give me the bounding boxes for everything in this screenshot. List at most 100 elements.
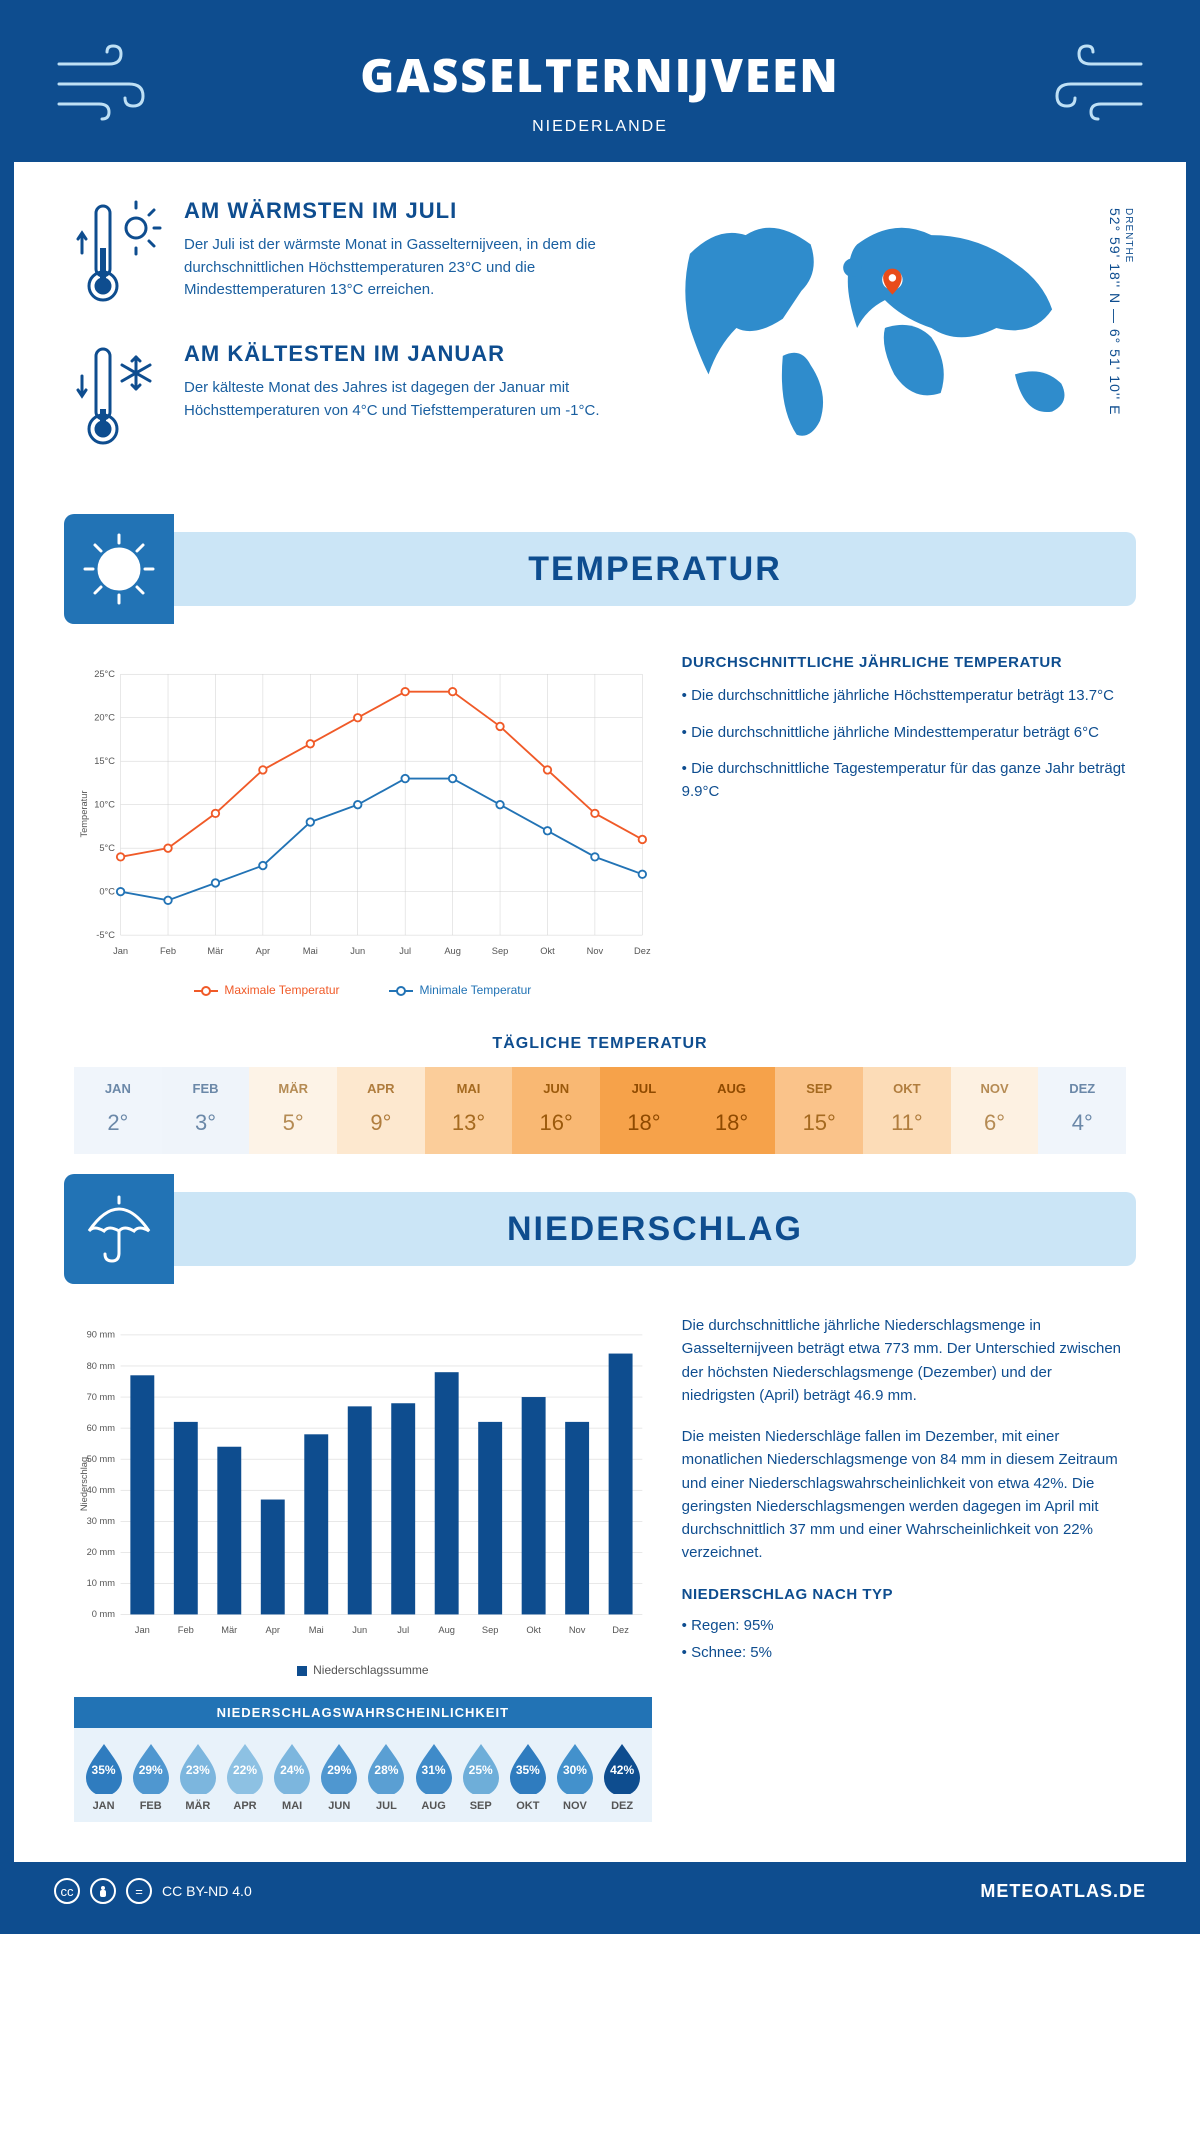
- precipitation-bar-chart: 0 mm 10 mm 20 mm 30 mm 40 mm 50 mm 60 mm 70 mm 8…: [74, 1314, 652, 1677]
- probability-drop: 28%JUL: [363, 1742, 410, 1812]
- svg-text:Feb: Feb: [160, 946, 176, 956]
- wind-icon: [1036, 44, 1146, 124]
- coldest-block: AM KÄLTESTEN IM JANUAR Der kälteste Mona…: [74, 341, 604, 456]
- svg-text:20 mm: 20 mm: [87, 1547, 116, 1557]
- brand-name: METEOATLAS.DE: [980, 1881, 1146, 1902]
- temperature-section-header: TEMPERATUR: [64, 514, 1136, 624]
- warmest-title: AM WÄRMSTEN IM JULI: [184, 198, 604, 224]
- svg-text:Sep: Sep: [482, 1625, 499, 1635]
- svg-text:40 mm: 40 mm: [87, 1485, 116, 1495]
- warmest-text: Der Juli ist der wärmste Monat in Gassel…: [184, 234, 604, 302]
- svg-text:50 mm: 50 mm: [87, 1454, 116, 1464]
- section-title: NIEDERSCHLAG: [507, 1210, 803, 1249]
- daily-cell: AUG18°: [688, 1067, 776, 1154]
- svg-text:5°C: 5°C: [99, 843, 115, 853]
- svg-text:20°C: 20°C: [94, 713, 115, 723]
- svg-text:Mai: Mai: [309, 1625, 324, 1635]
- svg-text:Jun: Jun: [352, 1625, 367, 1635]
- sun-icon: [64, 514, 174, 624]
- bar-legend: Niederschlagssumme: [313, 1663, 428, 1677]
- probability-drop: 24%MAI: [269, 1742, 316, 1812]
- thermometer-hot-icon: [74, 198, 164, 313]
- daily-cell: FEB3°: [162, 1067, 250, 1154]
- svg-text:Mär: Mär: [221, 1625, 237, 1635]
- svg-text:Mai: Mai: [303, 946, 318, 956]
- wind-icon: [54, 44, 164, 124]
- svg-text:Apr: Apr: [256, 946, 270, 956]
- svg-text:Okt: Okt: [540, 946, 555, 956]
- svg-text:Nov: Nov: [569, 1625, 586, 1635]
- temperature-summary: DURCHSCHNITTLICHE JÄHRLICHE TEMPERATUR •…: [682, 654, 1126, 997]
- coldest-text: Der kälteste Monat des Jahres ist dagege…: [184, 377, 604, 422]
- svg-text:Aug: Aug: [444, 946, 461, 956]
- thermometer-cold-icon: [74, 341, 164, 456]
- daily-cell: JUN16°: [512, 1067, 600, 1154]
- svg-text:15°C: 15°C: [94, 756, 115, 766]
- legend-min: Minimale Temperatur: [419, 983, 531, 997]
- daily-cell: MÄR5°: [249, 1067, 337, 1154]
- temperature-line-chart: -5°C0°C5°C10°C15°C20°C25°CJanFebMärAprMa…: [74, 654, 652, 997]
- probability-drop: 35%OKT: [504, 1742, 551, 1812]
- by-icon: [90, 1878, 116, 1904]
- coordinates: DRENTHE 52° 59' 18'' N — 6° 51' 10'' E: [1107, 208, 1134, 415]
- svg-text:Apr: Apr: [266, 1625, 280, 1635]
- svg-text:Okt: Okt: [526, 1625, 541, 1635]
- precipitation-section-header: NIEDERSCHLAG: [64, 1174, 1136, 1284]
- probability-drop: 22%APR: [221, 1742, 268, 1812]
- svg-text:90 mm: 90 mm: [87, 1330, 116, 1340]
- daily-cell: MAI13°: [425, 1067, 513, 1154]
- probability-drop: 29%FEB: [127, 1742, 174, 1812]
- probability-drop: 35%JAN: [80, 1742, 127, 1812]
- probability-drop: 42%DEZ: [599, 1742, 646, 1812]
- daily-cell: APR9°: [337, 1067, 425, 1154]
- probability-drop: 29%JUN: [316, 1742, 363, 1812]
- coldest-title: AM KÄLTESTEN IM JANUAR: [184, 341, 604, 367]
- svg-text:Jul: Jul: [397, 1625, 409, 1635]
- svg-text:Nov: Nov: [587, 946, 604, 956]
- svg-text:Feb: Feb: [178, 1625, 194, 1635]
- svg-text:80 mm: 80 mm: [87, 1361, 116, 1371]
- svg-text:Mär: Mär: [207, 946, 223, 956]
- svg-text:0 mm: 0 mm: [92, 1609, 115, 1619]
- svg-text:Dez: Dez: [612, 1625, 629, 1635]
- svg-text:30 mm: 30 mm: [87, 1516, 116, 1526]
- world-map: DRENTHE 52° 59' 18'' N — 6° 51' 10'' E: [644, 198, 1126, 484]
- legend-max: Maximale Temperatur: [224, 983, 339, 997]
- svg-text:Jan: Jan: [135, 1625, 150, 1635]
- svg-text:Sep: Sep: [492, 946, 509, 956]
- cc-icon: cc: [54, 1878, 80, 1904]
- daily-cell: SEP15°: [775, 1067, 863, 1154]
- warmest-block: AM WÄRMSTEN IM JULI Der Juli ist der wär…: [74, 198, 604, 313]
- svg-text:10°C: 10°C: [94, 799, 115, 809]
- daily-cell: JAN2°: [74, 1067, 162, 1154]
- section-title: TEMPERATUR: [528, 550, 782, 589]
- svg-text:0°C: 0°C: [99, 886, 115, 896]
- svg-text:Jul: Jul: [399, 946, 411, 956]
- daily-temp-title: TÄGLICHE TEMPERATUR: [14, 1035, 1186, 1053]
- svg-text:Niederschlag: Niederschlag: [79, 1457, 89, 1511]
- probability-drop: 25%SEP: [457, 1742, 504, 1812]
- daily-cell: OKT11°: [863, 1067, 951, 1154]
- probability-drop: 31%AUG: [410, 1742, 457, 1812]
- svg-text:60 mm: 60 mm: [87, 1423, 116, 1433]
- license-text: CC BY-ND 4.0: [162, 1883, 252, 1899]
- precipitation-probability: NIEDERSCHLAGSWAHRSCHEINLICHKEIT 35%JAN29…: [74, 1697, 652, 1822]
- nd-icon: =: [126, 1878, 152, 1904]
- svg-text:70 mm: 70 mm: [87, 1392, 116, 1402]
- svg-text:10 mm: 10 mm: [87, 1578, 116, 1588]
- probability-drop: 30%NOV: [551, 1742, 598, 1812]
- umbrella-icon: [64, 1174, 174, 1284]
- daily-cell: DEZ4°: [1038, 1067, 1126, 1154]
- svg-text:Jun: Jun: [350, 946, 365, 956]
- page-title: GASSELTERNIJVEEN: [34, 44, 1166, 106]
- svg-text:Aug: Aug: [438, 1625, 455, 1635]
- footer: cc = CC BY-ND 4.0 METEOATLAS.DE: [14, 1862, 1186, 1920]
- daily-temp-table: JAN2°FEB3°MÄR5°APR9°MAI13°JUN16°JUL18°AU…: [74, 1067, 1126, 1154]
- svg-text:Temperatur: Temperatur: [79, 790, 89, 837]
- svg-text:25°C: 25°C: [94, 669, 115, 679]
- svg-text:Jan: Jan: [113, 946, 128, 956]
- svg-text:Dez: Dez: [634, 946, 651, 956]
- daily-cell: NOV6°: [951, 1067, 1039, 1154]
- daily-cell: JUL18°: [600, 1067, 688, 1154]
- header: GASSELTERNIJVEEN NIEDERLANDE: [14, 14, 1186, 162]
